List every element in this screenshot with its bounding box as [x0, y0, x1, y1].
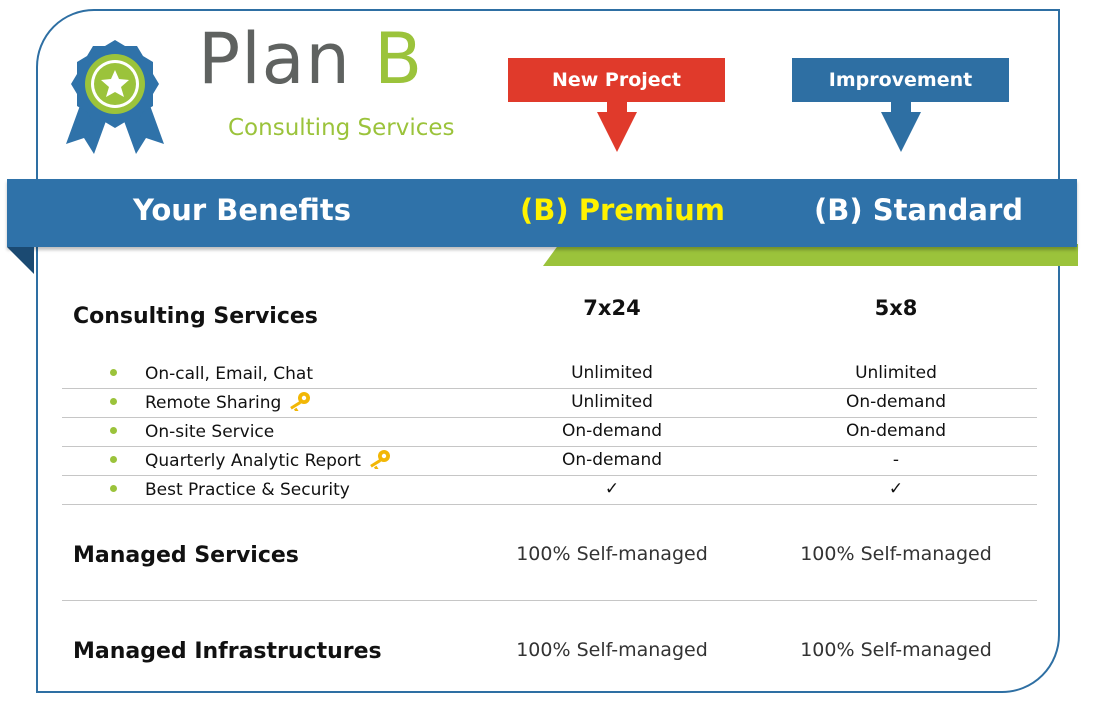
standard-cell: ✓ — [888, 479, 904, 499]
standard-cell: On-demand — [845, 421, 947, 441]
arrow-down-icon — [881, 112, 921, 152]
standard-cell: On-demand — [845, 392, 947, 412]
new-project-arrow-stem — [607, 101, 627, 113]
header-standard: (B) Standard — [814, 193, 1024, 227]
divider — [62, 600, 1037, 601]
row-label: On-call, Email, Chat — [145, 364, 314, 384]
managed-infra-premium: 100% Self-managed — [516, 639, 708, 661]
bullet-dot — [110, 456, 117, 463]
premium-underline-bar — [543, 244, 1078, 266]
managed-services-standard: 100% Self-managed — [800, 543, 992, 565]
managed-services-premium: 100% Self-managed — [516, 543, 708, 565]
header-your-benefits: Your Benefits — [133, 193, 352, 227]
premium-cell: Unlimited — [571, 392, 653, 412]
brand-subtitle: Consulting Services — [228, 115, 455, 141]
premium-cell: On-demand — [561, 421, 663, 441]
table-row: Best Practice & Security — [62, 475, 1037, 505]
bullet-dot — [110, 485, 117, 492]
table-row: On-site Service — [62, 417, 1037, 447]
section-title-managed-infrastructures: Managed Infrastructures — [73, 639, 382, 664]
ribbon-star-icon — [66, 40, 164, 154]
arrow-down-icon — [597, 112, 637, 152]
bullet-dot — [110, 427, 117, 434]
bullet-dot — [110, 369, 117, 376]
managed-infra-standard: 100% Self-managed — [800, 639, 992, 661]
section-title-managed-services: Managed Services — [73, 543, 299, 568]
section-title-consulting: Consulting Services — [73, 304, 318, 329]
table-row: On-call, Email, Chat — [62, 359, 1037, 389]
header-banner — [7, 179, 1077, 247]
standard-cell: Unlimited — [855, 363, 937, 383]
premium-cell: On-demand — [561, 450, 663, 470]
improvement-tag: Improvement — [792, 58, 1009, 102]
premium-hours: 7x24 — [583, 296, 641, 320]
premium-cell: ✓ — [604, 479, 620, 499]
standard-cell: - — [892, 450, 900, 470]
row-label: Quarterly Analytic Report — [145, 451, 361, 471]
premium-cell: Unlimited — [571, 363, 653, 383]
row-label: Remote Sharing — [145, 393, 282, 413]
row-label: Best Practice & Security — [145, 480, 350, 500]
table-row: Remote Sharing — [62, 388, 1037, 418]
bullet-dot — [110, 398, 117, 405]
row-label: On-site Service — [145, 422, 275, 442]
new-project-tag: New Project — [508, 58, 725, 102]
standard-hours: 5x8 — [874, 296, 918, 320]
brand-title: Plan B — [198, 18, 424, 100]
key-icon — [287, 391, 311, 415]
banner-fold — [7, 247, 34, 274]
key-icon — [367, 449, 391, 473]
header-premium: (B) Premium — [520, 193, 725, 227]
improvement-arrow-stem — [891, 101, 911, 113]
table-row: Quarterly Analytic Report — [62, 446, 1037, 476]
